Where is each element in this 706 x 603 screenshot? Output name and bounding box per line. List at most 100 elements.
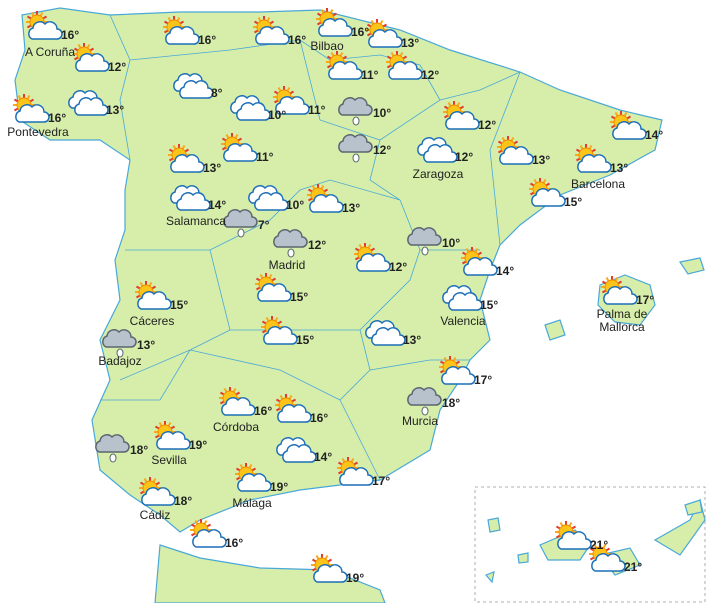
temperature: 14° <box>314 450 333 464</box>
sun-ray <box>327 558 333 563</box>
city-name: Córdoba <box>212 420 260 434</box>
cloud <box>407 387 442 406</box>
sun-ray <box>148 281 153 287</box>
cloud <box>318 18 353 37</box>
cloud <box>237 473 272 492</box>
cloud <box>141 487 176 506</box>
sun-ray <box>601 289 607 294</box>
weather-icon <box>601 276 638 305</box>
cloud <box>339 467 374 486</box>
sun-ray <box>139 490 145 495</box>
sun-ray <box>329 8 334 14</box>
sun-ray <box>386 64 392 69</box>
sun-ray <box>279 394 284 400</box>
sun-ray <box>614 111 619 117</box>
sun-ray <box>342 55 348 60</box>
cloud <box>603 286 638 305</box>
sun-ray <box>353 461 359 466</box>
sun-ray <box>273 99 279 104</box>
sun-ray <box>248 463 253 469</box>
sun-ray <box>382 23 388 28</box>
sun-ray <box>307 188 313 193</box>
sun-ray <box>172 144 177 150</box>
sun-ray <box>291 398 297 403</box>
icons <box>13 8 647 583</box>
sun-ray <box>588 144 593 150</box>
ibiza <box>544 319 566 341</box>
sun-ray <box>320 184 325 190</box>
cloud <box>165 26 200 45</box>
weather-icon <box>139 477 176 506</box>
cloud <box>441 366 476 385</box>
sun-ray <box>190 532 196 537</box>
weather-icon <box>407 227 442 256</box>
weather-icon <box>255 273 292 302</box>
sun-ray <box>265 316 270 322</box>
sun-ray <box>176 16 181 22</box>
sun-ray <box>591 148 597 153</box>
sun-ray <box>452 356 457 362</box>
sun-ray <box>332 12 338 17</box>
canary-1 <box>487 517 501 533</box>
sun-ray <box>602 543 607 549</box>
sun-ray <box>341 457 346 463</box>
weather-icon <box>273 229 308 258</box>
city-name: Cáceres <box>129 314 175 328</box>
sun-ray <box>513 140 519 145</box>
weather-icon <box>442 285 483 311</box>
temperature: 11° <box>256 150 274 164</box>
weather-icon <box>337 457 374 486</box>
sun-ray <box>257 16 262 22</box>
weather-icon <box>276 437 317 463</box>
weather-icon <box>26 11 63 40</box>
weather-icon <box>338 134 373 163</box>
city-name: Zaragoza <box>412 167 464 181</box>
temperature: 15° <box>170 298 189 312</box>
sun-ray <box>73 56 79 61</box>
cloud <box>356 253 391 272</box>
cloud <box>368 29 403 48</box>
weather-icon <box>610 111 647 140</box>
temperature: 16° <box>288 33 307 47</box>
sun-ray <box>447 101 452 107</box>
sun-ray <box>170 425 176 430</box>
temperature: 13° <box>342 201 361 215</box>
sun-ray <box>26 15 32 20</box>
sun-ray <box>154 425 160 430</box>
cloud <box>282 444 317 463</box>
sun-ray <box>510 136 515 142</box>
weather-icon <box>253 16 290 45</box>
temperature: 15° <box>480 298 499 312</box>
weather-icon <box>461 247 498 276</box>
cloud <box>463 257 498 276</box>
cloud <box>263 326 298 345</box>
sun-ray <box>154 434 160 439</box>
weather-icon <box>221 133 258 162</box>
sun-ray <box>626 115 632 120</box>
cloud <box>591 553 626 572</box>
weather-icon <box>223 209 258 238</box>
sun-ray <box>219 400 225 405</box>
cloud <box>577 154 612 173</box>
weather-icon <box>230 95 271 121</box>
temperature: 8° <box>211 86 223 100</box>
temperature: 21° <box>590 538 609 552</box>
sun-ray <box>623 111 628 117</box>
sun-ray <box>367 243 372 249</box>
rain-drop <box>109 453 117 463</box>
temperature: 15° <box>564 195 583 209</box>
weather-icon <box>307 184 344 213</box>
temperature: 12° <box>421 68 440 82</box>
cloud <box>531 188 566 207</box>
temperature: 19° <box>270 480 289 494</box>
temperature: 16° <box>198 33 217 47</box>
cloud <box>223 209 258 228</box>
cloud <box>257 283 292 302</box>
sun-ray <box>86 43 91 49</box>
weather-icon <box>354 243 391 272</box>
sun-ray <box>179 20 185 25</box>
temperature: 19° <box>189 438 208 452</box>
city-name: Pontevedra <box>7 125 69 139</box>
weather-icon <box>575 144 612 173</box>
